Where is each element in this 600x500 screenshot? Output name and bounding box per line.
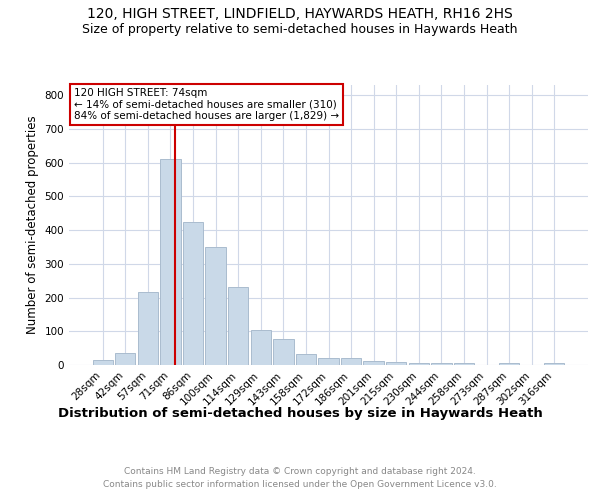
Text: Distribution of semi-detached houses by size in Haywards Heath: Distribution of semi-detached houses by … bbox=[58, 408, 542, 420]
Bar bbox=[409, 364, 429, 365]
Bar bbox=[341, 358, 361, 365]
Bar bbox=[544, 364, 565, 365]
Text: Contains HM Land Registry data © Crown copyright and database right 2024.
Contai: Contains HM Land Registry data © Crown c… bbox=[103, 468, 497, 489]
Bar bbox=[431, 364, 452, 365]
Bar bbox=[296, 354, 316, 365]
Text: 120 HIGH STREET: 74sqm
← 14% of semi-detached houses are smaller (310)
84% of se: 120 HIGH STREET: 74sqm ← 14% of semi-det… bbox=[74, 88, 340, 121]
Bar bbox=[205, 247, 226, 365]
Y-axis label: Number of semi-detached properties: Number of semi-detached properties bbox=[26, 116, 39, 334]
Bar bbox=[386, 362, 406, 365]
Bar bbox=[92, 360, 113, 365]
Text: Size of property relative to semi-detached houses in Haywards Heath: Size of property relative to semi-detach… bbox=[82, 22, 518, 36]
Bar bbox=[251, 330, 271, 365]
Bar bbox=[115, 353, 136, 365]
Bar bbox=[160, 159, 181, 365]
Bar bbox=[183, 222, 203, 365]
Text: 120, HIGH STREET, LINDFIELD, HAYWARDS HEATH, RH16 2HS: 120, HIGH STREET, LINDFIELD, HAYWARDS HE… bbox=[87, 8, 513, 22]
Bar bbox=[319, 358, 338, 365]
Bar bbox=[138, 292, 158, 365]
Bar bbox=[228, 286, 248, 365]
Bar bbox=[499, 362, 519, 365]
Bar bbox=[364, 361, 384, 365]
Bar bbox=[454, 362, 474, 365]
Bar bbox=[273, 338, 293, 365]
